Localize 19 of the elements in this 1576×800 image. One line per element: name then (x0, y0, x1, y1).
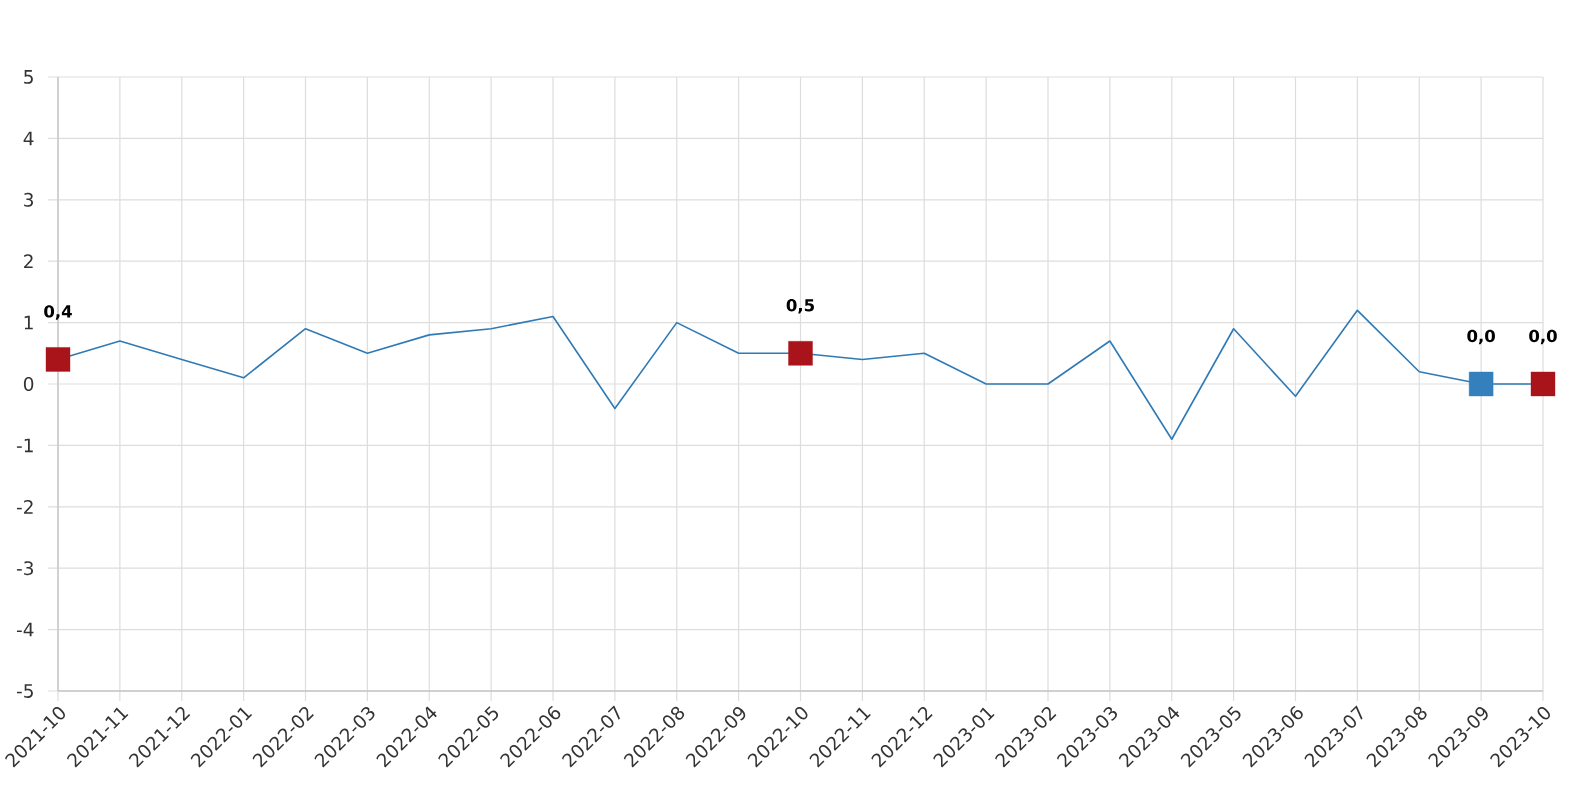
y-tick-label: -2 (16, 499, 33, 514)
y-tick-label: -4 (16, 622, 34, 637)
data-label: 0,4 (44, 305, 72, 320)
y-tick-label: 3 (24, 192, 33, 207)
y-tick-label: 2 (24, 254, 33, 269)
point (1468, 371, 1494, 397)
data-label: 0,5 (786, 299, 814, 314)
data-label: 0,0 (1467, 329, 1495, 345)
y-tick-label: -3 (16, 561, 33, 576)
y-tick-label: 0 (23, 377, 34, 391)
y-tick-label: 5 (24, 70, 33, 84)
data-label: 0,0 (1529, 329, 1557, 345)
point (788, 341, 813, 366)
y-tick-label: 4 (23, 131, 34, 146)
point (45, 347, 71, 372)
y-tick-label: 1 (24, 315, 33, 330)
point (1530, 371, 1556, 397)
y-tick-label: -1 (16, 438, 33, 453)
y-tick-label: -5 (16, 684, 33, 698)
